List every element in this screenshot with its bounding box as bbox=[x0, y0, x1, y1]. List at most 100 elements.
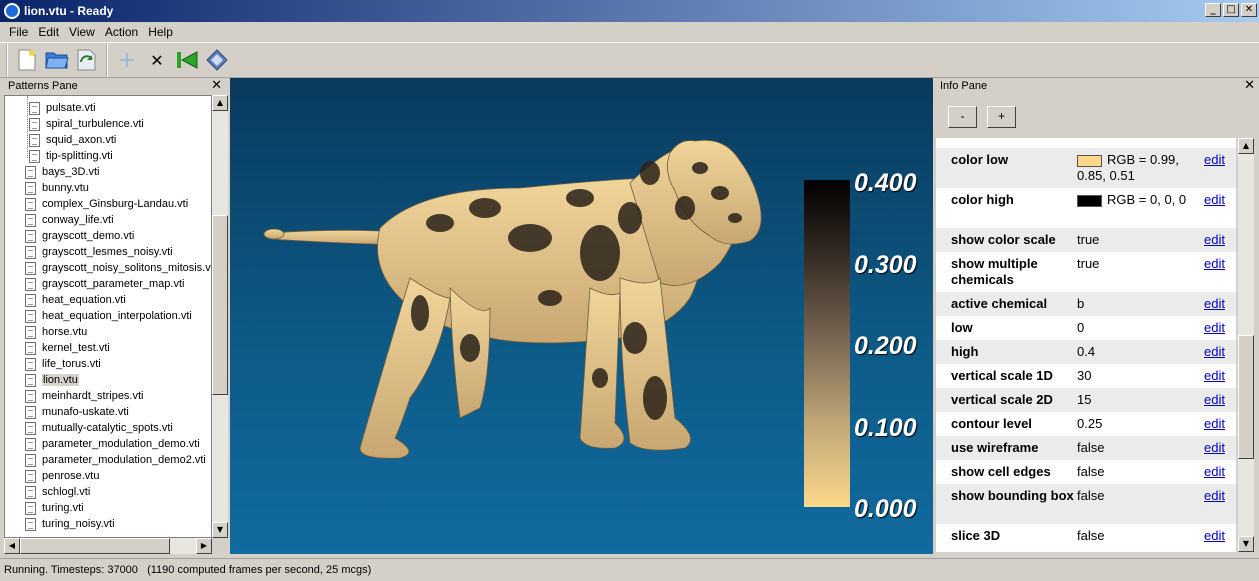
patterns-pane-close-icon[interactable]: ✕ bbox=[211, 78, 222, 93]
edit-link[interactable]: edit bbox=[1204, 192, 1225, 207]
tree-item[interactable]: life_torus.vti bbox=[25, 356, 101, 372]
scroll-right-button[interactable]: ▶ bbox=[196, 538, 212, 554]
tree-item[interactable]: squid_axon.vti bbox=[29, 132, 116, 148]
edit-link[interactable]: edit bbox=[1204, 392, 1225, 407]
tree-item[interactable]: grayscott_demo.vti bbox=[25, 228, 134, 244]
scroll-left-button[interactable]: ◀ bbox=[4, 538, 20, 554]
scroll-thumb[interactable] bbox=[212, 215, 228, 395]
info-key: high bbox=[951, 344, 979, 359]
reload-icon bbox=[77, 49, 96, 71]
tree-item[interactable]: parameter_modulation_demo.vti bbox=[25, 436, 200, 452]
file-icon bbox=[25, 277, 36, 291]
info-value: b bbox=[1077, 296, 1085, 311]
render-button[interactable] bbox=[202, 45, 232, 75]
info-pane-close-icon[interactable]: ✕ bbox=[1244, 78, 1255, 93]
tree-item-label: grayscott_noisy_solitons_mitosis.vti bbox=[42, 262, 212, 274]
tree-item-label: life_torus.vti bbox=[42, 358, 101, 370]
new-file-icon bbox=[18, 49, 36, 71]
menu-edit[interactable]: Edit bbox=[38, 25, 60, 39]
tree-item[interactable]: heat_equation.vti bbox=[25, 292, 126, 308]
reload-button[interactable] bbox=[72, 45, 102, 75]
edit-link[interactable]: edit bbox=[1204, 232, 1225, 247]
restart-button[interactable] bbox=[172, 45, 202, 75]
hscroll-thumb[interactable] bbox=[20, 538, 170, 554]
text-larger-button[interactable]: + bbox=[987, 106, 1016, 128]
tree-item[interactable]: meinhardt_stripes.vti bbox=[25, 388, 144, 404]
file-icon bbox=[25, 517, 36, 531]
info-scroll-down-button[interactable]: ▼ bbox=[1238, 536, 1254, 552]
patterns-horizontal-scrollbar[interactable]: ◀ ▶ bbox=[4, 538, 212, 554]
menu-action[interactable]: Action bbox=[104, 25, 139, 39]
menu-view[interactable]: View bbox=[69, 25, 95, 39]
info-row: show cell edges false edit bbox=[936, 460, 1236, 484]
title-bar: lion.vtu - Ready _ □ ✕ bbox=[0, 0, 1259, 22]
file-icon bbox=[25, 501, 36, 515]
edit-link[interactable]: edit bbox=[1204, 440, 1225, 455]
edit-link[interactable]: edit bbox=[1204, 464, 1225, 479]
new-file-button[interactable] bbox=[12, 45, 42, 75]
file-icon bbox=[29, 117, 40, 131]
edit-link[interactable]: edit bbox=[1204, 344, 1225, 359]
tree-item[interactable]: lion.vtu bbox=[25, 372, 79, 388]
file-icon bbox=[25, 293, 36, 307]
info-scroll-up-button[interactable]: ▲ bbox=[1238, 138, 1254, 154]
minimize-button[interactable]: _ bbox=[1205, 3, 1221, 17]
tree-item-label: parameter_modulation_demo.vti bbox=[42, 438, 200, 450]
tree-item[interactable]: complex_Ginsburg-Landau.vti bbox=[25, 196, 188, 212]
tree-item[interactable]: turing.vti bbox=[25, 500, 84, 516]
tree-item[interactable]: penrose.vtu bbox=[25, 468, 99, 484]
info-row: show bounding box false edit bbox=[936, 484, 1236, 524]
window-title: lion.vtu - Ready bbox=[24, 4, 114, 18]
tree-item-label: grayscott_parameter_map.vti bbox=[42, 278, 185, 290]
tree-item[interactable]: schlogl.vti bbox=[25, 484, 90, 500]
tree-item[interactable]: grayscott_lesmes_noisy.vti bbox=[25, 244, 173, 260]
tree-item[interactable]: parameter_modulation_demo2.vti bbox=[25, 452, 206, 468]
file-icon bbox=[29, 149, 40, 163]
tree-item[interactable]: bays_3D.vti bbox=[25, 164, 99, 180]
scroll-down-button[interactable]: ▼ bbox=[212, 522, 228, 538]
info-value: false bbox=[1077, 528, 1105, 543]
info-scroll-thumb[interactable] bbox=[1238, 335, 1254, 459]
edit-link[interactable]: edit bbox=[1204, 488, 1225, 503]
tree-item[interactable]: pulsate.vti bbox=[29, 100, 96, 116]
tree-item[interactable]: kernel_test.vti bbox=[25, 340, 110, 356]
text-smaller-button[interactable]: - bbox=[948, 106, 977, 128]
tree-item[interactable]: spiral_turbulence.vti bbox=[29, 116, 144, 132]
scroll-up-button[interactable]: ▲ bbox=[212, 95, 228, 111]
tree-item[interactable]: turing_noisy.vti bbox=[25, 516, 115, 532]
menu-help[interactable]: Help bbox=[148, 25, 173, 39]
open-file-button[interactable] bbox=[42, 45, 72, 75]
add-parameter-button[interactable]: + bbox=[112, 45, 142, 75]
info-row: slice 3D false edit bbox=[936, 524, 1236, 548]
menu-file[interactable]: File bbox=[9, 25, 29, 39]
tree-item[interactable]: mutually-catalytic_spots.vti bbox=[25, 420, 173, 436]
info-value: RGB = 0, 0, 0 bbox=[1077, 192, 1192, 208]
lion-model[interactable] bbox=[230, 78, 933, 554]
render-viewport[interactable]: 0.400 0.300 0.200 0.100 0.000 bbox=[230, 78, 933, 554]
close-window-button[interactable]: ✕ bbox=[1241, 3, 1257, 17]
edit-link[interactable]: edit bbox=[1204, 528, 1225, 543]
maximize-button[interactable]: □ bbox=[1223, 3, 1239, 17]
edit-link[interactable]: edit bbox=[1204, 152, 1225, 167]
info-row: vertical scale 2D 15 edit bbox=[936, 388, 1236, 412]
tree-item[interactable]: tip-splitting.vti bbox=[29, 148, 113, 164]
tree-item-label: heat_equation.vti bbox=[42, 294, 126, 306]
patterns-tree: pulsate.vti spiral_turbulence.vti squid_ax… bbox=[4, 95, 212, 538]
tree-item-label: schlogl.vti bbox=[42, 486, 91, 498]
tree-item[interactable]: bunny.vtu bbox=[25, 180, 89, 196]
tree-item[interactable]: munafo-uskate.vti bbox=[25, 404, 129, 420]
edit-link[interactable]: edit bbox=[1204, 368, 1225, 383]
info-pane: Info Pane ✕ - + color low RGB = 0.99, 0.8… bbox=[936, 78, 1259, 554]
tree-item[interactable]: grayscott_parameter_map.vti bbox=[25, 276, 184, 292]
edit-link[interactable]: edit bbox=[1204, 296, 1225, 311]
patterns-vertical-scrollbar[interactable]: ▲ ▼ bbox=[212, 95, 228, 538]
tree-item[interactable]: conway_life.vti bbox=[25, 212, 114, 228]
tree-item[interactable]: horse.vtu bbox=[25, 324, 87, 340]
edit-link[interactable]: edit bbox=[1204, 320, 1225, 335]
tree-item[interactable]: grayscott_noisy_solitons_mitosis.vti bbox=[25, 260, 212, 276]
edit-link[interactable]: edit bbox=[1204, 416, 1225, 431]
tree-item[interactable]: heat_equation_interpolation.vti bbox=[25, 308, 192, 324]
edit-link[interactable]: edit bbox=[1204, 256, 1225, 271]
info-vertical-scrollbar[interactable]: ▲ ▼ bbox=[1238, 138, 1254, 552]
clear-button[interactable]: ✕ bbox=[142, 45, 172, 75]
